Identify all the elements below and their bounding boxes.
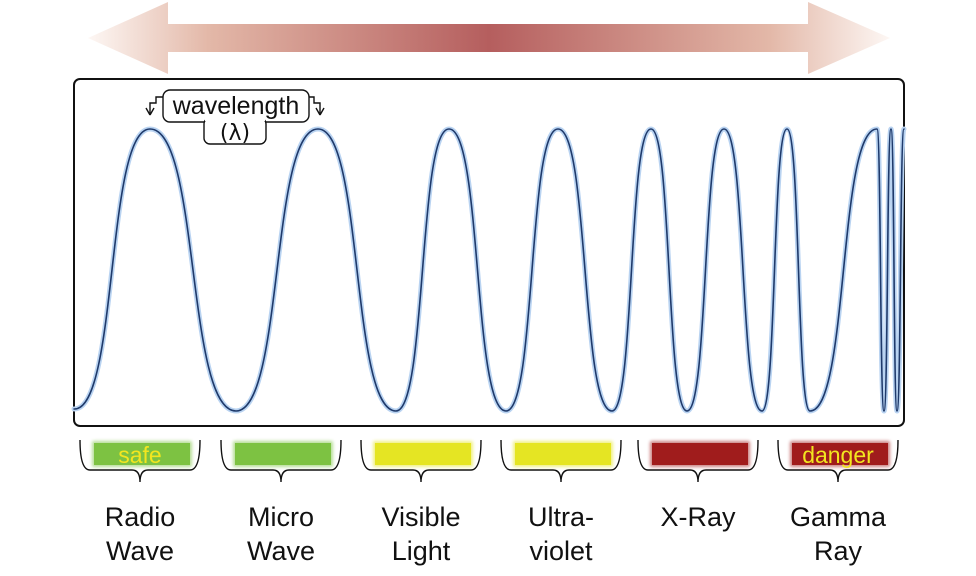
band-label-3: Ultra-violet — [491, 500, 631, 568]
band-label-0: Radio Wave — [70, 500, 210, 568]
band-braces: safe danger — [79, 439, 899, 483]
level-text-0: safe — [118, 442, 161, 468]
band-label-line2: Wave — [246, 536, 315, 566]
brace-4 — [637, 439, 759, 483]
level-bar-5 — [792, 443, 888, 465]
level-bar-2 — [375, 443, 471, 465]
brace-1 — [220, 439, 342, 483]
level-bar-3 — [515, 443, 611, 465]
level-text-5: danger — [802, 442, 874, 468]
direction-arrow — [88, 2, 890, 74]
wavelength-label: wavelength — [172, 92, 299, 120]
band-label-line1: Visible — [381, 502, 461, 532]
band-label-line1: Radio — [104, 502, 176, 532]
band-label-line1: Gamma — [789, 502, 887, 532]
lambda-label: (λ) — [220, 121, 250, 146]
brace-5 — [777, 439, 899, 483]
band-label-line2: violet — [529, 536, 593, 566]
brace-3 — [500, 439, 622, 483]
band-label-line2: Wave — [105, 536, 174, 566]
brace-2 — [360, 439, 482, 483]
wavelength-bracket — [145, 96, 325, 116]
band-label-4: X-Ray — [628, 500, 768, 534]
band-label-line1: Ultra- — [528, 502, 594, 532]
band-label-line2: Ray — [813, 536, 862, 566]
band-label-line1: X-Ray — [660, 502, 736, 532]
electromagnetic-wave — [73, 128, 905, 412]
wave-frame — [73, 78, 905, 427]
level-bar-1 — [235, 443, 331, 465]
band-label-line1: Micro — [248, 502, 314, 532]
level-bar-4 — [652, 443, 748, 465]
band-label-5: Gamma Ray — [768, 500, 908, 568]
level-bar-0 — [94, 443, 190, 465]
band-label-2: Visible Light — [351, 500, 491, 568]
band-label-1: Micro Wave — [211, 500, 351, 568]
brace-0 — [79, 439, 201, 483]
band-label-line2: Light — [391, 536, 451, 566]
